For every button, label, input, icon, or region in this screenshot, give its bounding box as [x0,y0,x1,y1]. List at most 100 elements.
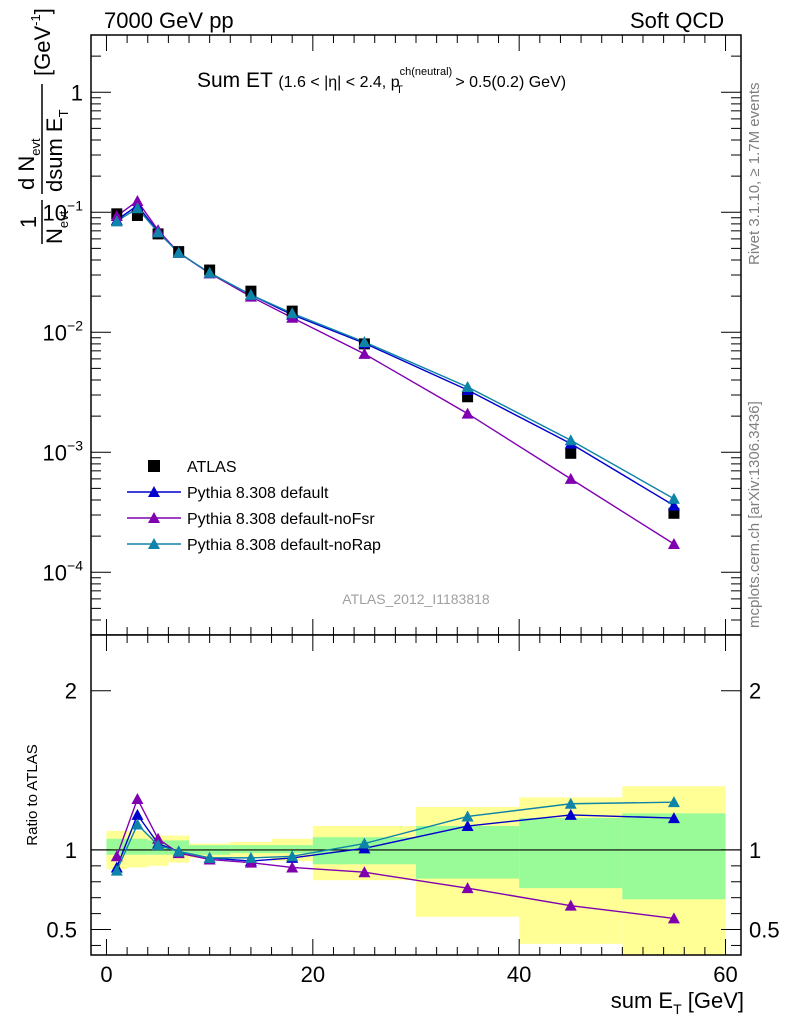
y-tick-label: 10−1 [43,197,84,225]
mc-data-point-3 [564,434,577,446]
ratio-data-point-1 [564,899,577,911]
stat-uncertainty-band [519,818,623,889]
y-tick-label-exponent: −2 [67,317,83,333]
ylabel-unit-close: ] [30,8,55,14]
atlas-data-point [668,507,680,519]
x-axis-label-base: sum E [611,988,673,1013]
chart-title-cut-superscript: ch(neutral) [400,66,453,78]
ratio-data-point-2 [667,796,680,808]
x-tick-label: 40 [507,962,531,987]
x-axis-label-sub: T [673,1001,682,1017]
legend-entry-label: ATLAS [187,459,237,476]
ratio-data-point-2 [152,839,165,851]
ratio-panel: 2 2 1 1 0.5 0.5 0 20 40 60 Ratio to ATLAS sum ET [G… [24,634,780,1017]
y-tick-label: 1 [71,80,83,105]
ylabel-unit: [GeV-1] [28,8,55,76]
legend-marker-2 [148,512,160,523]
ylabel-fraction-denominator: Nevt [42,210,71,244]
x-tick-label: 60 [713,962,737,987]
ratio-data-point-0 [667,812,680,824]
ylabel-unit-base: [GeV [30,26,55,76]
mc-data-point-3 [286,307,299,319]
stat-uncertainty-band [127,838,148,855]
ylabel-deriv-num-sub: evt [28,138,43,156]
x-tick-label: 20 [301,962,325,987]
header-category-label: Soft QCD [630,8,725,33]
mc-data-point-2 [667,537,680,549]
mc-data-point-2 [131,195,144,207]
ratio-plot-frame [90,634,742,956]
ratio-data-point-2 [564,797,577,809]
legend-entry-label: Pythia 8.308 default-noFsr [187,511,375,528]
ylabel-fraction-numerator: 1 [16,216,41,228]
header-energy-label: 7000 GeV pp [104,8,234,33]
mc-data-point-3 [461,380,474,392]
ratio-data-point-2 [172,845,185,857]
ratio-data-point-2 [286,850,299,862]
atlas-data-point [565,447,577,459]
stat-uncertainty-band [416,826,520,879]
stat-uncertainty-band [230,845,272,854]
ratio-data-point-1 [152,832,165,844]
ratio-data-point-1 [358,866,371,878]
ratio-y-tick-label-right: 1 [749,838,761,863]
y-tick-label-exponent: −1 [67,197,83,213]
y-tick-label: 10−3 [43,437,84,465]
stat-uncertainty-band [271,845,313,854]
ylabel-deriv-den-sub: T [56,109,71,117]
ratio-data-point-2 [131,818,144,830]
ratio-y-axis-label: Ratio to ATLAS [24,744,41,845]
mc-data-point-2 [461,407,474,419]
y-tick-label-base: 10 [43,200,67,225]
main-plot-area [91,35,741,635]
y-tick-label-base: 10 [43,440,67,465]
chart-title-cut-note: (1.6 < |η| < 2.4, p [278,74,399,91]
legend-marker-atlas [148,460,160,472]
ratio-data-point-2 [244,851,257,863]
ylabel-unit-superscript: -1 [28,14,43,26]
stat-uncertainty-band [622,813,726,900]
x-axis-label-unit: [GeV] [682,988,744,1013]
legend-marker-1 [148,486,160,497]
ylabel-frac-den-sub: evt [56,210,71,228]
ratio-data-point-2 [461,810,474,822]
x-axis-label: sum ET [GeV] [611,988,744,1017]
ylabel-frac-den-base: N [42,228,67,244]
chart-title-main: Sum ET [197,69,273,92]
mc-data-point-3 [110,215,123,227]
mc-data-point-2 [564,472,577,484]
x-tick-label: 0 [100,962,112,987]
mc-data-point-3 [203,266,216,278]
y-tick-label-base: 10 [43,560,67,585]
ratio-data-point-1 [667,912,680,924]
mc-data-point-3 [358,335,371,347]
chart-title-cut-subscript: T [396,84,403,96]
ratio-y-tick-label-right: 0.5 [749,918,780,943]
y-tick-label-base: 10 [43,320,67,345]
atlas-data-point [462,391,474,403]
chart-title-cut-threshold: > 0.5(0.2) GeV) [451,74,566,91]
ratio-data-point-0 [564,808,577,820]
ratio-data-point-1 [286,861,299,873]
ratio-data-point-2 [110,864,123,876]
legend-marker-3 [148,538,160,549]
ratio-data-point-1 [110,850,123,862]
ratio-data-point-2 [203,851,216,863]
legend-entry-label: Pythia 8.308 default-noRap [187,537,381,554]
y-tick-label: 10−2 [43,317,84,345]
ratio-y-tick-label-left: 1 [65,838,77,863]
y-tick-label-exponent: −4 [67,557,83,573]
chart-title: Sum ET (1.6 < |η| < 2.4, pch(neutral) T >… [197,66,566,96]
ylabel-derivative-denominator: dsum ET [42,109,71,192]
mc-data-point-3 [172,246,185,258]
atlas-data-point [131,209,143,221]
ylabel-deriv-den-base: dsum E [42,117,67,192]
y-tick-label-exponent: −3 [67,437,83,453]
ratio-data-point-1 [461,882,474,894]
ratio-data-point-0 [461,820,474,832]
mc-data-point-3 [244,288,257,300]
ratio-data-point-0 [131,808,144,820]
ratio-data-point-1 [131,792,144,804]
